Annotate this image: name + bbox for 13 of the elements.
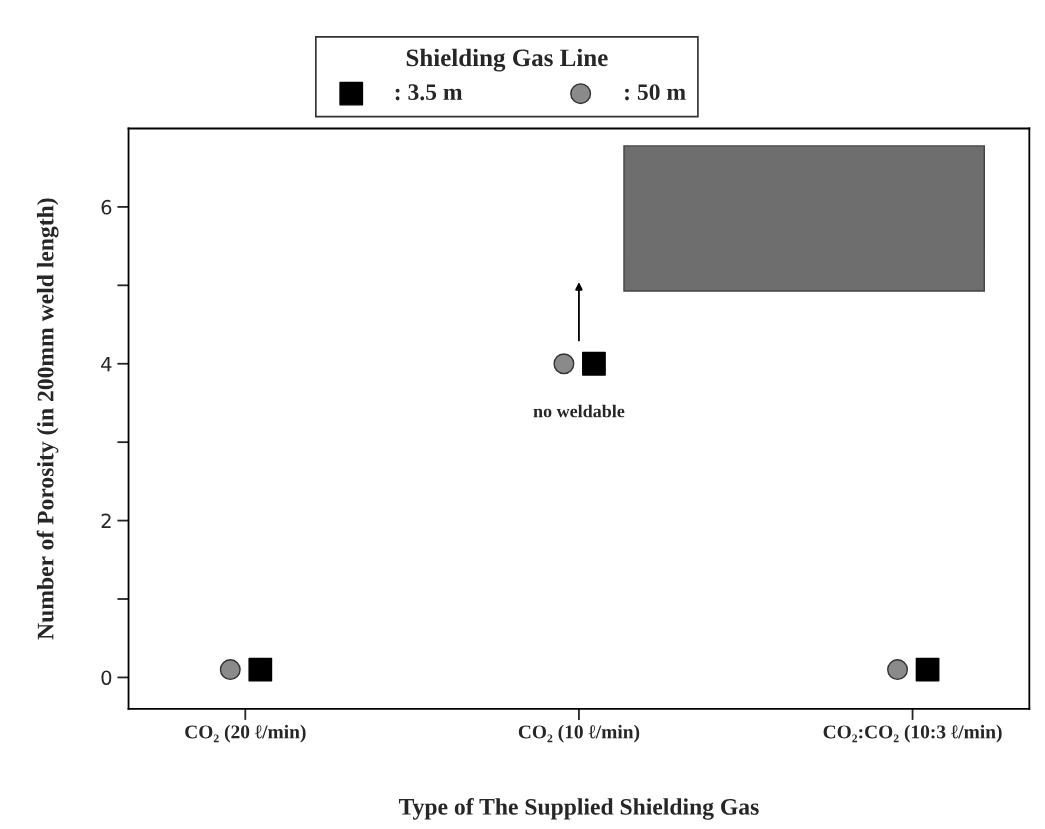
legend-label: : 50 m <box>625 84 686 101</box>
annotation: no weldable <box>533 404 625 418</box>
x-tick-label: CO₂ (20 ℓ/min) <box>185 724 306 743</box>
y-tick-label: 0 <box>101 670 112 686</box>
y-axis-title: Number of Porosity (in 200mm weld length) <box>36 198 59 640</box>
x-tick-label: CO₂:CO₂ (10:3 ℓ/min) <box>823 724 1002 743</box>
y-tick-label: 6 <box>101 199 112 215</box>
legend-label: : 3.5 m <box>395 84 463 101</box>
y-tick-label: 2 <box>101 513 111 528</box>
legend-title: Shielding Gas Line <box>406 48 608 72</box>
y-tick-label: 4 <box>101 356 112 372</box>
x-tick-label: CO₂ (10 ℓ/min) <box>518 724 640 743</box>
x-axis-title: Type of The Supplied Shielding Gas <box>398 797 759 820</box>
